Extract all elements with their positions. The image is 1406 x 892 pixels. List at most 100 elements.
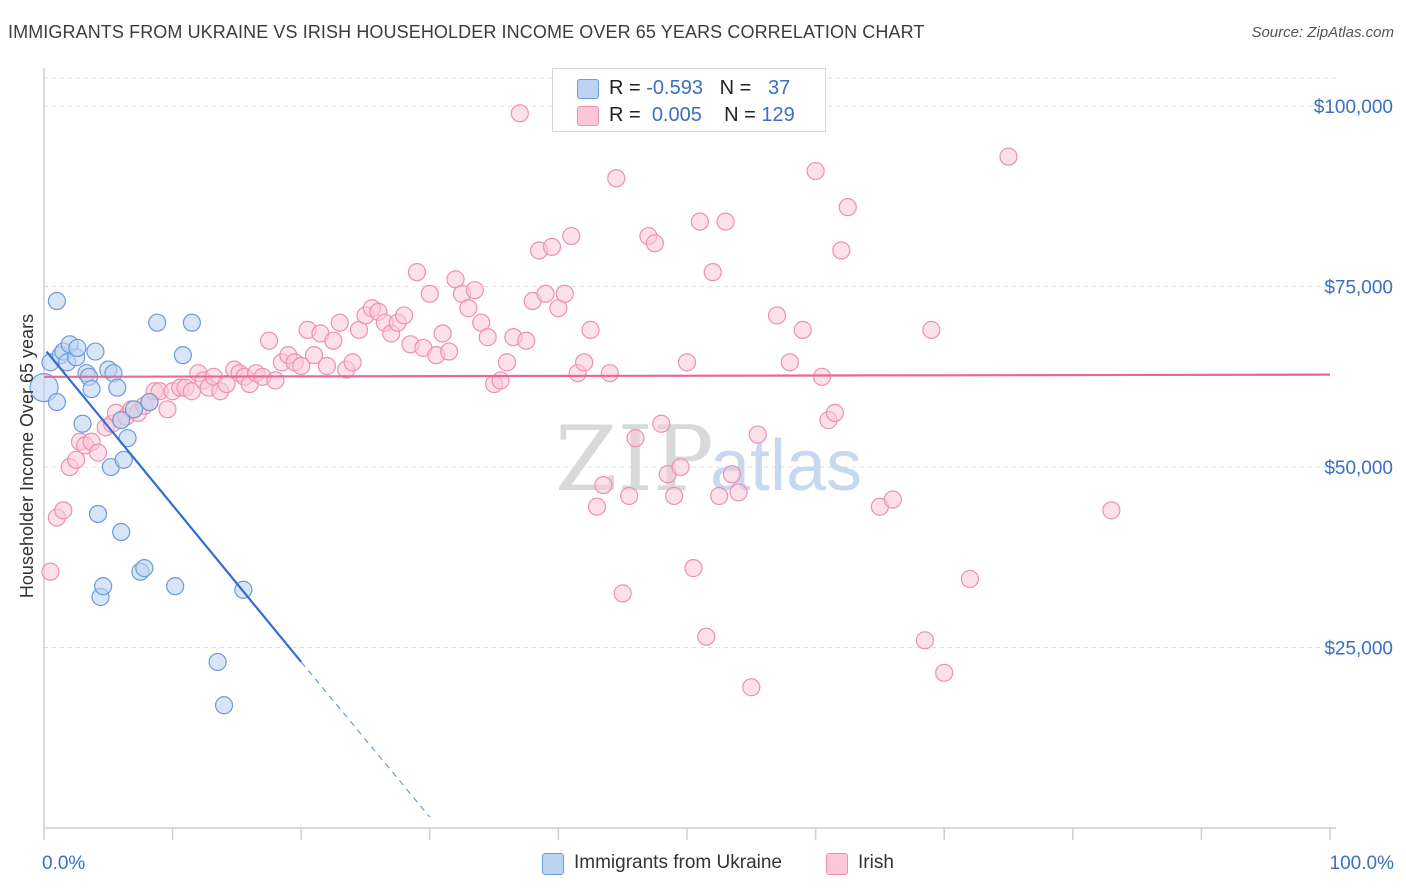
- irish-point: [883, 490, 902, 509]
- ukraine-trend-extension: [300, 661, 431, 818]
- ukraine-point: [173, 346, 192, 365]
- irish-point: [510, 104, 529, 123]
- irish-point: [742, 678, 761, 697]
- axis-labels: $25,000 $50,000 $75,000 $100,000 0.0% 100.0% H…: [17, 97, 1394, 874]
- y-tick-label: $25,000: [1324, 639, 1393, 660]
- irish-point: [317, 356, 337, 376]
- irish-point: [259, 331, 279, 350]
- irish-point: [677, 353, 697, 372]
- irish-point: [536, 284, 555, 303]
- irish-point: [439, 342, 459, 361]
- legend-swatch-ukraine: [577, 79, 599, 99]
- irish-point: [960, 569, 980, 589]
- legend-r-value-irish: 0.005: [651, 104, 702, 126]
- legend-n-label: N =: [724, 104, 756, 126]
- bottom-legend-label-ukraine: Immigrants from Ukraine: [574, 852, 782, 873]
- ukraine-point: [29, 373, 59, 403]
- irish-point: [825, 403, 844, 423]
- ukraine-point: [73, 414, 92, 433]
- irish-point: [497, 353, 517, 372]
- ukraine-point: [148, 313, 167, 332]
- irish-point: [793, 320, 812, 339]
- irish-point: [748, 425, 767, 444]
- irish-point: [613, 584, 632, 603]
- irish-point: [703, 263, 722, 282]
- bottom-legend-label-irish: Irish: [858, 852, 894, 873]
- irish-point: [478, 328, 497, 347]
- legend-r-value-ukraine: -0.593: [646, 77, 703, 99]
- irish-point: [607, 169, 626, 188]
- legend-r-label: R =: [609, 77, 641, 99]
- irish-point: [729, 483, 748, 502]
- ukraine-point: [68, 338, 87, 358]
- irish-point: [652, 414, 671, 433]
- irish-point: [922, 320, 941, 339]
- ukraine-point: [112, 411, 131, 430]
- ukraine-point: [124, 400, 144, 419]
- ukraine-point: [118, 429, 137, 448]
- chart-title: IMMIGRANTS FROM UKRAINE VS IRISH HOUSEHO…: [8, 22, 925, 42]
- irish-point: [999, 147, 1018, 166]
- irish-point: [433, 324, 452, 343]
- irish-point: [684, 559, 703, 578]
- irish-point: [465, 281, 484, 300]
- irish-point: [343, 353, 362, 372]
- irish-point: [517, 331, 536, 350]
- irish-point: [491, 371, 510, 390]
- irish-point: [716, 212, 735, 231]
- ukraine-point: [86, 342, 105, 361]
- ukraine-point: [135, 559, 154, 578]
- irish-point: [1102, 501, 1121, 520]
- irish-point: [555, 284, 574, 303]
- ukraine-point: [114, 450, 133, 469]
- x-tick-label-min: 0.0%: [42, 853, 85, 874]
- irish-point: [812, 367, 832, 386]
- ukraine-point: [47, 392, 66, 412]
- irish-point: [710, 486, 729, 506]
- irish-point: [54, 501, 73, 520]
- irish-point: [767, 306, 787, 325]
- irish-point: [67, 450, 86, 469]
- irish-point: [671, 457, 690, 477]
- correlation-legend: R = -0.593 N = 37 R = 0.005 N = 129: [552, 68, 826, 132]
- irish-points: [41, 104, 1121, 697]
- irish-trend-line: [43, 373, 1331, 378]
- ukraine-point: [88, 504, 108, 524]
- ukraine-point: [108, 378, 127, 397]
- legend-r-label: R =: [609, 104, 641, 126]
- ukraine-point: [140, 392, 159, 412]
- legend-n-label: N =: [719, 77, 752, 99]
- irish-point: [594, 475, 613, 495]
- irish-point: [330, 313, 349, 332]
- irish-point: [838, 198, 857, 217]
- legend-n-value-ukraine: 37: [768, 77, 791, 99]
- ukraine-point: [94, 577, 113, 596]
- ukraine-points: [29, 291, 253, 715]
- y-tick-label: $100,000: [1314, 97, 1393, 118]
- ukraine-point: [208, 652, 227, 672]
- irish-point: [562, 226, 581, 246]
- irish-point: [915, 631, 935, 650]
- irish-point: [722, 465, 742, 484]
- legend-n-value-irish: 129: [761, 104, 795, 126]
- irish-point: [41, 562, 60, 581]
- irish-point: [587, 497, 607, 516]
- ukraine-point: [82, 379, 101, 399]
- irish-point: [266, 371, 285, 390]
- irish-point: [304, 346, 324, 365]
- irish-point: [292, 356, 311, 376]
- bottom-legend-swatch-ukraine: [542, 853, 564, 875]
- irish-point: [575, 353, 594, 372]
- irish-point: [88, 443, 108, 462]
- irish-point: [645, 234, 664, 253]
- source-label: Source: ZipAtlas.com: [1251, 24, 1394, 41]
- irish-point: [620, 486, 639, 506]
- bottom-legend-swatch-irish: [826, 853, 848, 875]
- ukraine-point: [214, 696, 234, 715]
- irish-point: [935, 663, 954, 682]
- trend-lines: [43, 350, 1331, 818]
- irish-point: [832, 241, 851, 260]
- ukraine-trend-line: [45, 350, 303, 663]
- irish-point: [780, 353, 799, 372]
